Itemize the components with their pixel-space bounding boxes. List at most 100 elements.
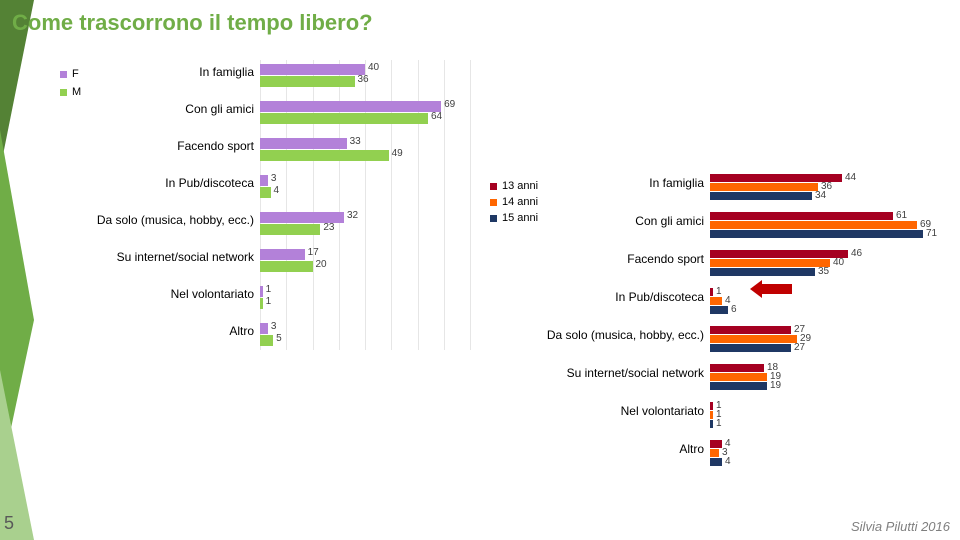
bar-value: 33: [350, 136, 361, 147]
category-row: Da solo (musica, hobby, ecc.)272927: [710, 326, 950, 352]
highlight-arrow: [750, 280, 792, 298]
category-row: In famiglia443634: [710, 174, 950, 200]
category-label: Altro: [679, 442, 710, 456]
bar: [260, 64, 365, 75]
bar: [710, 230, 923, 238]
chart1-legend: F M: [60, 65, 81, 101]
bar: [710, 411, 713, 419]
bar: [710, 297, 722, 305]
category-label: Su internet/social network: [117, 250, 260, 264]
category-row: In Pub/discoteca34: [260, 175, 470, 198]
bar: [260, 150, 389, 161]
bar: [710, 268, 815, 276]
legend-item-m: M: [60, 83, 81, 101]
category-label: Facendo sport: [627, 252, 710, 266]
bar: [710, 192, 812, 200]
bar: [260, 101, 441, 112]
category-label: Da solo (musica, hobby, ecc.): [547, 328, 710, 342]
bar-value: 3: [271, 173, 277, 184]
bar-value: 44: [845, 172, 856, 183]
legend-item-f: F: [60, 65, 81, 83]
category-row: Su internet/social network181919: [710, 364, 950, 390]
category-row: In famiglia4036: [260, 64, 470, 87]
bar: [710, 402, 713, 410]
bar: [710, 449, 719, 457]
category-row: Nel volontariato11: [260, 286, 470, 309]
bar: [260, 224, 320, 235]
bar-value: 49: [392, 148, 403, 159]
category-row: Con gli amici6964: [260, 101, 470, 124]
bar: [710, 373, 767, 381]
gridline: [470, 60, 471, 350]
category-label: In Pub/discoteca: [615, 290, 710, 304]
bar: [260, 335, 273, 346]
bar: [710, 306, 728, 314]
category-row: Su internet/social network1720: [260, 249, 470, 272]
bar: [260, 113, 428, 124]
bar-value: 1: [716, 286, 722, 297]
category-label: Su internet/social network: [567, 366, 710, 380]
bar-value: 27: [794, 342, 805, 353]
bar: [710, 335, 797, 343]
bar: [710, 364, 764, 372]
bar-value: 1: [266, 296, 272, 307]
bar: [260, 261, 313, 272]
bar-value: 34: [815, 190, 826, 201]
category-row: Da solo (musica, hobby, ecc.)3223: [260, 212, 470, 235]
bar-value: 4: [274, 185, 280, 196]
bar-value: 46: [851, 248, 862, 259]
bar-value: 35: [818, 266, 829, 277]
legend-item-13: 13 anni: [490, 178, 538, 194]
bar-value: 69: [444, 99, 455, 110]
category-row: Altro434: [710, 440, 950, 466]
category-row: Altro35: [260, 323, 470, 346]
legend-item-14: 14 anni: [490, 194, 538, 210]
arrow-shaft: [760, 284, 792, 294]
category-label: Nel volontariato: [171, 287, 260, 301]
legend-item-15: 15 anni: [490, 210, 538, 226]
bar: [710, 344, 791, 352]
category-row: Facendo sport3349: [260, 138, 470, 161]
bar-value: 3: [271, 321, 277, 332]
legend-label-m: M: [72, 86, 81, 98]
legend-label-14: 14 anni: [502, 196, 538, 208]
bar: [710, 420, 713, 428]
bar: [260, 187, 271, 198]
bar: [710, 221, 917, 229]
bar: [260, 175, 268, 186]
bar-value: 61: [896, 210, 907, 221]
chart2-legend: 13 anni 14 anni 15 anni: [490, 178, 538, 226]
bar-value: 19: [770, 380, 781, 391]
legend-label-15: 15 anni: [502, 212, 538, 224]
bar: [710, 212, 893, 220]
category-row: Con gli amici616971: [710, 212, 950, 238]
legend-label-f: F: [72, 68, 79, 80]
bar-value: 6: [731, 304, 737, 315]
bar: [260, 249, 305, 260]
category-label: Facendo sport: [177, 139, 260, 153]
bar-value: 36: [358, 74, 369, 85]
category-label: In famiglia: [649, 176, 710, 190]
bar: [260, 76, 355, 87]
bar: [260, 323, 268, 334]
bar-value: 4: [725, 456, 731, 467]
legend-label-13: 13 anni: [502, 180, 538, 192]
bar: [710, 259, 830, 267]
bar-value: 71: [926, 228, 937, 239]
category-label: Altro: [229, 324, 260, 338]
category-label: In Pub/discoteca: [165, 176, 260, 190]
chart-age: In famiglia443634Con gli amici616971Face…: [710, 170, 950, 480]
bar-value: 64: [431, 111, 442, 122]
bar: [710, 458, 722, 466]
bar-value: 32: [347, 210, 358, 221]
bar-value: 23: [323, 222, 334, 233]
side-decoration: [0, 0, 34, 540]
category-label: Da solo (musica, hobby, ecc.): [97, 213, 260, 227]
bar-value: 17: [308, 247, 319, 258]
bar-value: 5: [276, 333, 282, 344]
bar: [260, 298, 263, 309]
bar: [260, 138, 347, 149]
bar: [710, 440, 722, 448]
category-row: Nel volontariato111: [710, 402, 950, 428]
category-label: Con gli amici: [185, 102, 260, 116]
